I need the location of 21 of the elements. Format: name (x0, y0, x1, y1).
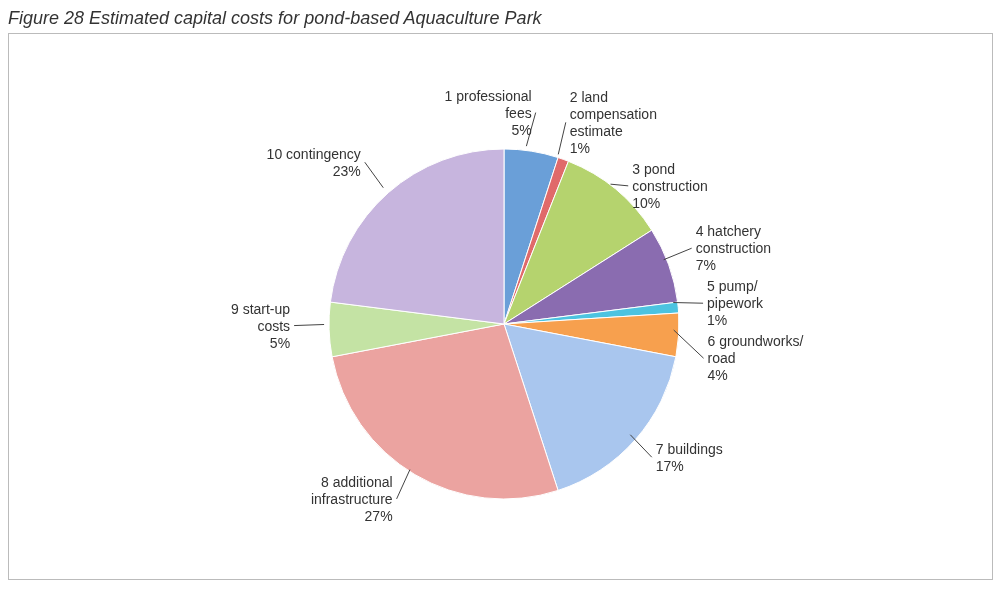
data-label: 27% (364, 507, 393, 524)
slice-label: 4 hatchery construction (695, 223, 772, 257)
slice-label: 2 land compensation estimate (569, 88, 657, 139)
data-label: 7% (695, 257, 716, 274)
slice-label: 10 contingency (266, 145, 361, 162)
data-label: 1% (569, 139, 591, 156)
slice-label: 7 buildings (655, 440, 723, 457)
slice-label: 6 groundworks/ road (707, 333, 804, 367)
slice-label: 5 pump/ pipework (707, 278, 765, 312)
chart-title: Figure 28 Estimated capital costs for pond-based Aquaculture Park (8, 8, 543, 29)
data-label: 10% (632, 194, 661, 211)
slice-label: 1 professional fees (444, 87, 532, 121)
data-label: 4% (707, 367, 728, 384)
data-label: 5% (269, 334, 291, 351)
slice-label: 9 start-up costs (230, 300, 291, 334)
slice-label: 3 pond construction (632, 160, 708, 194)
data-label: 23% (332, 162, 361, 179)
data-label: 17% (655, 457, 684, 474)
data-label: 5% (511, 121, 532, 138)
slice-label: 8 additional infrastructure (310, 473, 393, 507)
data-label: 1% (707, 312, 728, 329)
